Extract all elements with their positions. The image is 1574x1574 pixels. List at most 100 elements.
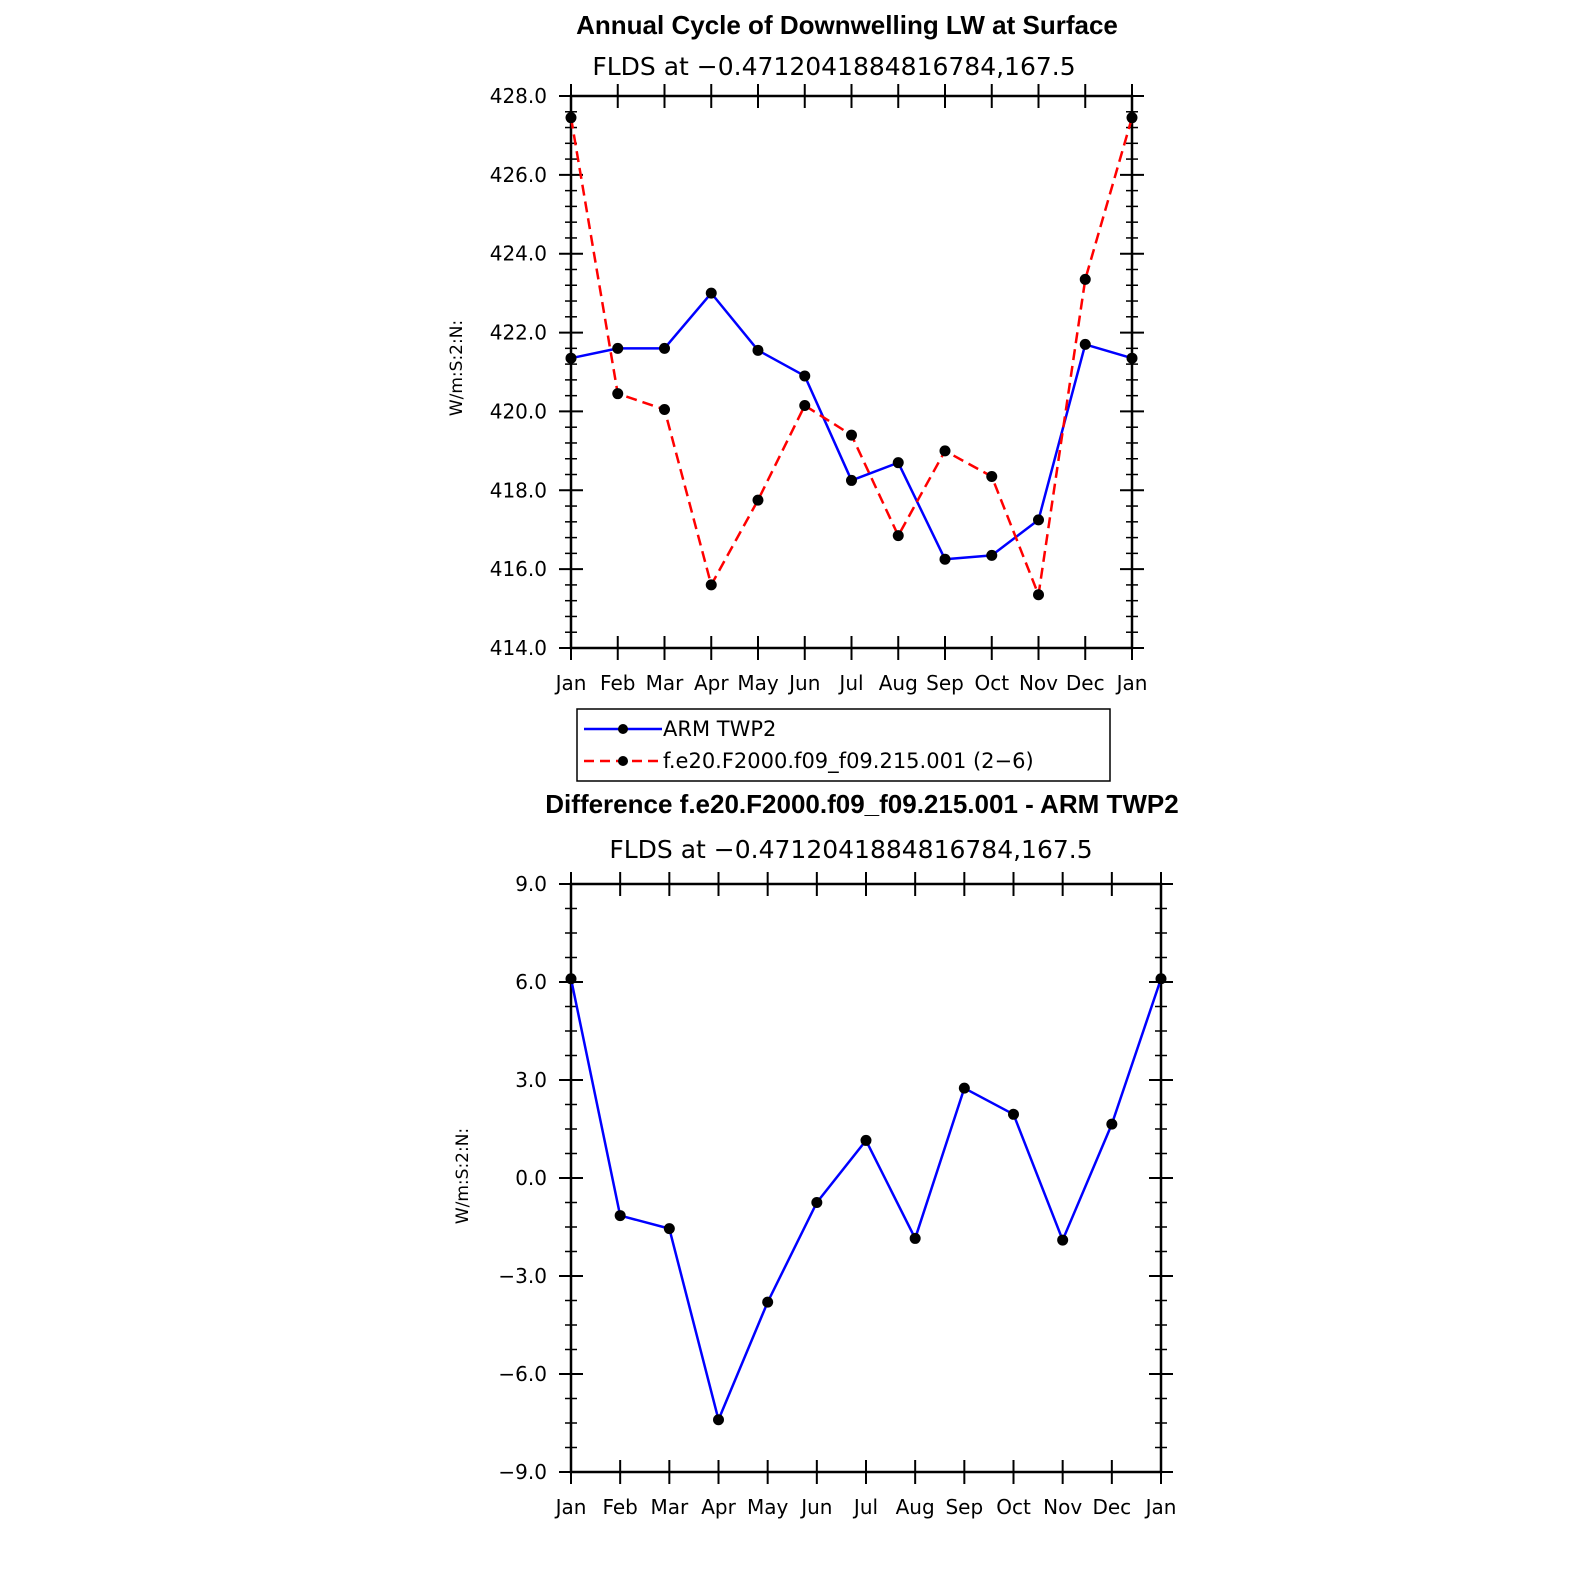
chart0-xtick-label: Jan [554, 671, 587, 695]
chart0-series-1-point [799, 400, 811, 412]
chart0-ytick-label: 414.0 [490, 636, 547, 660]
chart1-xtick-label: Mar [650, 1495, 689, 1519]
chart1-series-0-point [1155, 973, 1167, 985]
chart1-series-0-point [909, 1232, 921, 1244]
chart1-ytick-label: −9.0 [498, 1460, 547, 1484]
chart0-xtick-label: Oct [974, 671, 1009, 695]
legend-marker-model [618, 756, 628, 766]
chart0-ytick-label: 426.0 [490, 163, 547, 187]
chart1-series-0-point [713, 1414, 724, 1426]
chart1-series-0-point [762, 1296, 774, 1308]
chart1-xtick-label: May [747, 1495, 789, 1519]
chart0-xtick-label: Nov [1019, 671, 1058, 695]
chart1-axes: −9.0 −6.0 −3.0 0.0 3.0 6.0 9.0 Jan Feb Mar Apr May J… [498, 872, 1176, 1519]
chart0-series-1-point [659, 403, 670, 415]
chart0-axes: 414.0 416.0 418.0 420.0 422.0 424.0 426.0 428.0… [490, 84, 1148, 695]
chart1-series-0-point [958, 1082, 970, 1094]
chart1-xtick-label: Jun [799, 1495, 832, 1519]
annual-cycle-chart: Annual Cycle of Downwelling LW at Surfac… [447, 10, 1147, 695]
legend-label-arm: ARM TWP2 [663, 717, 776, 741]
chart0-series-1-point [1079, 273, 1091, 285]
chart0-series-0-point [892, 457, 904, 469]
chart0-ytick-label: 424.0 [490, 242, 547, 266]
chart1-xtick-label: Feb [602, 1495, 637, 1519]
chart0-series-1-point [1126, 112, 1138, 124]
chart0-xtick-label: Jan [1115, 671, 1148, 695]
chart0-series-0-point [565, 352, 577, 364]
chart0-series-group [565, 112, 1138, 601]
chart1-y-axis-label: W/m:S:2:N: [453, 1128, 473, 1224]
chart1-series-0-point [1008, 1108, 1019, 1120]
chart0-xtick-label: May [737, 671, 779, 695]
chart0-series-0-point [705, 287, 717, 299]
chart1-xtick-label: Sep [945, 1495, 983, 1519]
chart0-series-0-point [612, 342, 624, 354]
chart1-xtick-label: Aug [896, 1495, 935, 1519]
chart0-series-0-point [799, 370, 811, 382]
chart1-ytick-label: 0.0 [515, 1166, 547, 1190]
chart0-series-1-point [939, 445, 951, 457]
chart0-series-1-point [846, 429, 857, 441]
legend: ARM TWP2 f.e20.F2000.f09_f09.215.001 (2−… [576, 708, 1111, 782]
chart1-xtick-label: Jan [554, 1495, 587, 1519]
chart0-series-0-point [939, 553, 951, 565]
chart1-plot-frame [569, 882, 1163, 1474]
chart1-xtick-label: Jan [1144, 1495, 1177, 1519]
chart0-xtick-label: Aug [879, 671, 918, 695]
chart1-xtick-label: Oct [996, 1495, 1031, 1519]
chart0-series-0-point [846, 474, 857, 486]
chart0-ytick-label: 428.0 [490, 84, 547, 108]
chart0-series-0-point [1033, 514, 1044, 526]
chart0-xtick-label: Jun [787, 671, 820, 695]
chart0-xtick-label: Dec [1066, 671, 1105, 695]
chart0-series-1-point [565, 112, 577, 124]
chart0-xtick-label: Jul [837, 671, 863, 695]
chart0-series-0-point [986, 549, 998, 561]
chart1-series-group [565, 973, 1167, 1426]
chart1-ytick-label: 9.0 [515, 872, 547, 896]
chart1-series-0-point [1106, 1118, 1118, 1130]
chart0-xtick-label: Mar [646, 671, 685, 695]
chart0-ytick-label: 420.0 [490, 399, 547, 423]
legend-label-model: f.e20.F2000.f09_f09.215.001 (2−6) [663, 749, 1034, 774]
chart1-series-0-point [1057, 1234, 1069, 1246]
chart0-series-1-point [705, 579, 717, 591]
chart0-ytick-label: 422.0 [490, 321, 547, 345]
chart0-series-0-point [1079, 338, 1091, 350]
chart1-xtick-label: Apr [701, 1495, 736, 1519]
chart1-series-line-0 [569, 978, 1163, 1421]
chart1-series-0-point [614, 1210, 626, 1222]
chart0-title: Annual Cycle of Downwelling LW at Surfac… [576, 10, 1118, 40]
chart0-series-1-point [612, 388, 624, 400]
chart0-subtitle: FLDS at −0.4712041884816784,167.5 [592, 52, 1075, 81]
chart1-ytick-label: 6.0 [515, 970, 547, 994]
chart1-series-0-point [565, 973, 577, 985]
chart0-series-0-point [659, 342, 670, 354]
chart0-series-1-point [892, 530, 904, 542]
chart0-series-1-point [986, 470, 998, 482]
chart1-series-0-point [860, 1134, 872, 1146]
chart1-subtitle: FLDS at −0.4712041884816784,167.5 [609, 835, 1092, 864]
chart0-y-axis-label: W/m:S:2:N: [447, 320, 467, 416]
chart1-xtick-label: Nov [1043, 1495, 1082, 1519]
chart1-title: Difference f.e20.F2000.f09_f09.215.001 -… [545, 789, 1178, 819]
chart0-series-line-0 [570, 291, 1133, 561]
chart1-xtick-label: Jul [852, 1495, 878, 1519]
difference-chart: Difference f.e20.F2000.f09_f09.215.001 -… [453, 789, 1179, 1519]
chart0-series-0-point [752, 344, 764, 356]
chart0-xtick-label: Sep [926, 671, 964, 695]
chart0-plot-frame [569, 94, 1134, 650]
chart1-ytick-label: −6.0 [498, 1362, 547, 1386]
legend-marker-arm [618, 724, 628, 734]
chart1-series-0-point [811, 1197, 823, 1208]
chart0-series-1-point [752, 494, 764, 506]
chart1-ytick-label: 3.0 [515, 1068, 547, 1092]
chart0-xtick-label: Apr [694, 671, 729, 695]
chart0-series-1-point [1033, 589, 1044, 601]
chart0-xtick-label: Feb [600, 671, 635, 695]
chart0-series-line-1 [569, 117, 1134, 597]
chart0-series-0-point [1126, 352, 1138, 364]
chart0-ytick-label: 418.0 [490, 478, 547, 502]
chart1-xtick-label: Dec [1092, 1495, 1131, 1519]
